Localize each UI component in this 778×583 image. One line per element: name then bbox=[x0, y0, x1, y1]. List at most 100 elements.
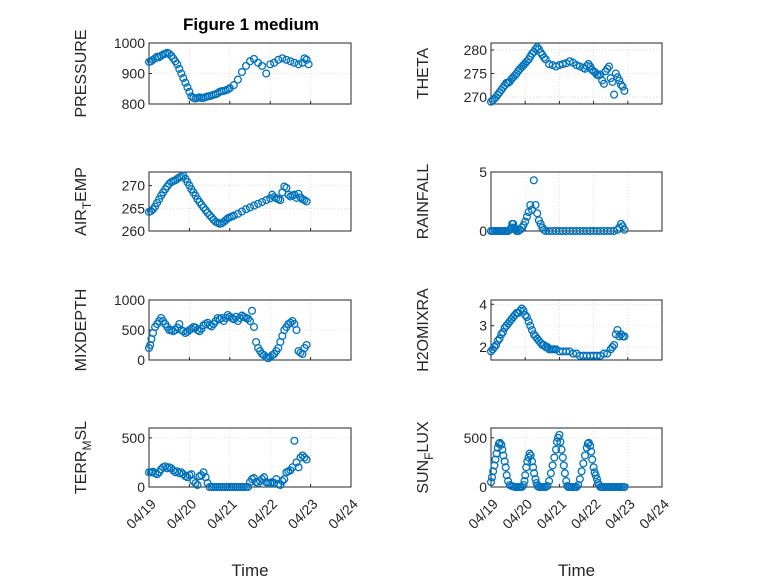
data-point bbox=[500, 457, 509, 466]
data-point bbox=[588, 455, 597, 464]
data-point bbox=[278, 54, 287, 63]
data-point bbox=[146, 206, 156, 216]
series-markers bbox=[144, 436, 311, 492]
data-point bbox=[298, 451, 307, 460]
y-axis-label: RAINFALL bbox=[415, 164, 432, 240]
data-point bbox=[241, 205, 251, 214]
data-point bbox=[521, 471, 530, 480]
data-point bbox=[205, 211, 214, 220]
data-point bbox=[539, 225, 549, 234]
data-point bbox=[529, 463, 538, 472]
data-point bbox=[548, 461, 557, 470]
data-point bbox=[304, 60, 313, 69]
data-point bbox=[498, 328, 508, 337]
y-axis-label: PRESSURE bbox=[73, 29, 90, 117]
data-point bbox=[300, 453, 309, 462]
data-point bbox=[599, 79, 608, 88]
data-point bbox=[610, 340, 619, 350]
data-point bbox=[495, 334, 504, 343]
data-point bbox=[221, 216, 230, 225]
data-point bbox=[591, 471, 600, 480]
data-point bbox=[620, 332, 629, 341]
data-point bbox=[489, 467, 498, 476]
subplot-theta: 270 275 280 THETA bbox=[415, 42, 663, 106]
data-point bbox=[249, 322, 259, 332]
data-point bbox=[245, 316, 255, 326]
subplot-mixdepth: 0 500 1000 MIXDEPTH bbox=[73, 289, 352, 371]
data-point bbox=[589, 463, 598, 472]
data-point bbox=[258, 197, 267, 207]
data-point bbox=[296, 193, 305, 202]
y-tick-label: 5 bbox=[479, 164, 487, 180]
data-point bbox=[173, 60, 182, 69]
y-axis-label: AIRTEMP bbox=[73, 167, 94, 236]
data-point bbox=[193, 480, 202, 490]
data-point bbox=[148, 467, 158, 476]
x-tick-label: 04/19 bbox=[465, 496, 501, 532]
data-point bbox=[497, 330, 506, 339]
data-point bbox=[233, 75, 242, 84]
y-tick-label: 500 bbox=[122, 322, 146, 338]
data-point bbox=[572, 482, 581, 492]
y-tick-label: 260 bbox=[122, 223, 146, 239]
data-point bbox=[302, 197, 311, 206]
y-tick-label: 270 bbox=[122, 178, 146, 194]
data-point bbox=[153, 470, 162, 479]
data-point bbox=[290, 58, 299, 67]
y-tick-label: 0 bbox=[479, 479, 487, 495]
subplot-h2omixra: 2 3 4 H2OMIXRA bbox=[415, 288, 663, 372]
data-point bbox=[177, 69, 186, 78]
data-point bbox=[286, 57, 295, 66]
data-point bbox=[531, 200, 540, 210]
subplot-grid: 800 900 1000 PRESSURE 270 275 280 THETA 260 265 27… bbox=[73, 29, 672, 580]
data-point bbox=[620, 225, 629, 234]
data-point bbox=[262, 196, 271, 205]
data-point bbox=[520, 477, 529, 486]
data-point bbox=[237, 67, 246, 77]
data-point bbox=[207, 213, 216, 222]
series-markers bbox=[486, 43, 629, 106]
data-point bbox=[558, 453, 567, 462]
data-point bbox=[207, 322, 216, 331]
data-point bbox=[620, 86, 629, 95]
data-point bbox=[502, 471, 511, 480]
data-point bbox=[580, 451, 590, 460]
data-point bbox=[583, 439, 592, 448]
data-point bbox=[243, 314, 253, 323]
data-point bbox=[173, 174, 182, 183]
data-point bbox=[592, 351, 602, 360]
data-point bbox=[300, 196, 309, 205]
data-point bbox=[558, 60, 567, 69]
x-tick-label: 04/24 bbox=[636, 496, 672, 532]
data-point bbox=[517, 304, 526, 313]
y-axis-label: THETA bbox=[415, 48, 432, 100]
data-point bbox=[523, 457, 532, 466]
data-point bbox=[203, 208, 212, 217]
data-point bbox=[155, 53, 164, 62]
series-markers bbox=[144, 48, 313, 103]
data-point bbox=[195, 327, 204, 336]
data-point bbox=[497, 440, 506, 449]
data-point bbox=[165, 49, 174, 58]
data-point bbox=[587, 447, 596, 456]
y-tick-label: 0 bbox=[137, 479, 145, 495]
data-point bbox=[543, 481, 552, 491]
axes-box bbox=[148, 171, 352, 232]
subplot-terr_msl: 0 500 04/19 04/20 04/21 04/22 04/23 04/24 Time TE… bbox=[73, 421, 361, 580]
data-point bbox=[260, 473, 269, 482]
y-tick-label: 0 bbox=[137, 352, 145, 368]
data-point bbox=[229, 211, 238, 220]
data-point bbox=[241, 61, 251, 70]
data-point bbox=[487, 473, 497, 482]
data-point bbox=[519, 480, 528, 490]
plot-area bbox=[149, 172, 351, 231]
data-point bbox=[603, 64, 612, 73]
series-markers bbox=[486, 176, 629, 236]
data-point bbox=[599, 349, 608, 358]
data-point bbox=[294, 463, 303, 472]
x-tick-label: 04/20 bbox=[499, 496, 535, 532]
y-tick-label: 2 bbox=[479, 339, 487, 355]
data-point bbox=[237, 207, 246, 216]
data-point bbox=[183, 83, 192, 92]
